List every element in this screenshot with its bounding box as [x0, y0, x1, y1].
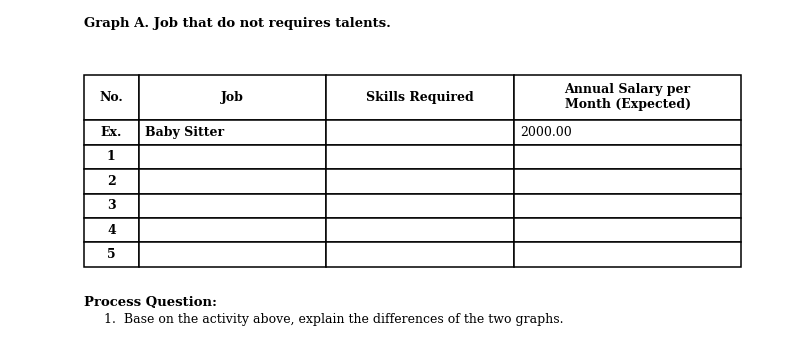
- Text: 2000.00: 2000.00: [520, 126, 572, 139]
- Text: Process Question:: Process Question:: [84, 296, 217, 308]
- Text: 4: 4: [107, 224, 116, 237]
- Text: Graph A. Job that do not requires talents.: Graph A. Job that do not requires talent…: [84, 17, 391, 30]
- Text: Job: Job: [221, 91, 244, 104]
- Text: Skills Required: Skills Required: [366, 91, 474, 104]
- Text: 5: 5: [107, 248, 116, 261]
- Text: 3: 3: [107, 199, 116, 212]
- Text: Ex.: Ex.: [101, 126, 122, 139]
- Text: 1.  Base on the activity above, explain the differences of the two graphs.: 1. Base on the activity above, explain t…: [104, 313, 563, 325]
- Text: No.: No.: [100, 91, 123, 104]
- Text: 2: 2: [107, 175, 116, 188]
- Text: Annual Salary per
Month (Expected): Annual Salary per Month (Expected): [564, 83, 691, 112]
- Text: Baby Sitter: Baby Sitter: [145, 126, 224, 139]
- Text: 1: 1: [107, 151, 116, 163]
